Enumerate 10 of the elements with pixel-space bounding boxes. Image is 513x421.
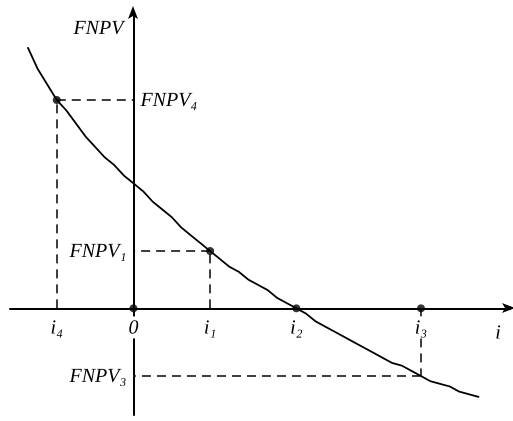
ref-line-label: FNPV₄ — [139, 89, 198, 112]
x-axis-title: i — [495, 321, 501, 344]
x-tick-label: i₃ — [414, 316, 428, 338]
ref-line-label: FNPV₁ — [68, 240, 126, 262]
x-tick-label: i₁ — [204, 316, 216, 338]
x-tick-label: 0 — [128, 316, 138, 338]
x-tick-label: i₄ — [50, 316, 64, 338]
ref-line-label: FNPV₃ — [68, 365, 126, 388]
y-axis-title: FNPV — [72, 17, 126, 39]
x-tick-label: i₂ — [290, 316, 303, 338]
